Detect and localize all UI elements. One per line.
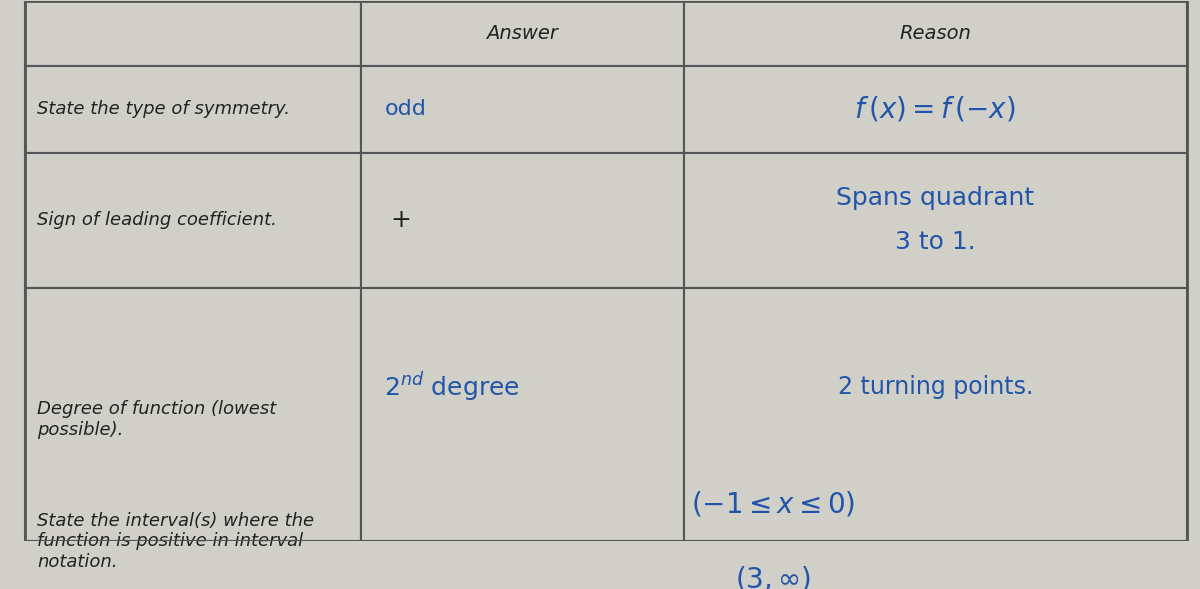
Bar xyxy=(684,153,1187,287)
Text: $(3, \infty)$: $(3, \infty)$ xyxy=(736,565,811,589)
Bar xyxy=(360,153,684,287)
Bar xyxy=(360,66,684,153)
Text: $(-1 \leq x \leq 0)$: $(-1 \leq x \leq 0)$ xyxy=(691,489,856,518)
Bar xyxy=(684,66,1187,153)
Text: State the type of symmetry.: State the type of symmetry. xyxy=(37,100,290,118)
Text: Answer: Answer xyxy=(486,24,558,43)
Text: +: + xyxy=(390,208,412,232)
Text: Sign of leading coefficient.: Sign of leading coefficient. xyxy=(37,211,277,229)
Bar xyxy=(25,153,360,287)
Text: Spans quadrant: Spans quadrant xyxy=(836,187,1034,210)
Text: $2^{nd}$ degree: $2^{nd}$ degree xyxy=(384,370,521,404)
Bar xyxy=(25,1,360,66)
Bar xyxy=(25,66,360,153)
Text: State the interval(s) where the
function is positive in interval
notation.: State the interval(s) where the function… xyxy=(37,512,314,571)
Bar xyxy=(25,287,360,541)
Bar xyxy=(684,287,1187,541)
Text: Reason: Reason xyxy=(899,24,971,43)
Text: 3 to 1.: 3 to 1. xyxy=(895,230,976,254)
Text: 2 turning points.: 2 turning points. xyxy=(838,375,1033,399)
Bar xyxy=(360,287,684,541)
Text: Degree of function (lowest
possible).: Degree of function (lowest possible). xyxy=(37,401,276,439)
Bar xyxy=(360,1,684,66)
Bar xyxy=(684,1,1187,66)
Text: $f\,(x) = f\,(-x)$: $f\,(x) = f\,(-x)$ xyxy=(854,95,1016,124)
Text: odd: odd xyxy=(384,100,426,120)
